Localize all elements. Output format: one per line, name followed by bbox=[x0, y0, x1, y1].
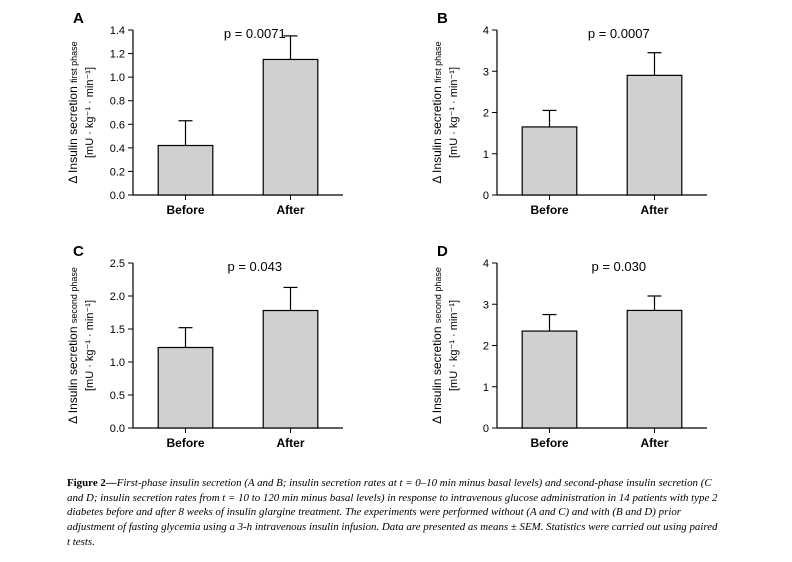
svg-text:Δ Insulin secretion second pha: Δ Insulin secretion second phase bbox=[66, 267, 80, 424]
chart-b: 0 1 2 3 4 Before After p = 0.0007 Δ Insulin secr… bbox=[419, 10, 719, 225]
figure-caption: Figure 2—First-phase insulin secretion (… bbox=[55, 476, 735, 550]
svg-text:2: 2 bbox=[483, 341, 489, 353]
svg-text:After: After bbox=[276, 203, 304, 217]
svg-text:After: After bbox=[276, 436, 304, 450]
svg-text:After: After bbox=[640, 203, 668, 217]
svg-text:p = 0.0071: p = 0.0071 bbox=[224, 26, 286, 41]
svg-text:2.0: 2.0 bbox=[110, 291, 125, 303]
svg-text:1.0: 1.0 bbox=[110, 72, 125, 84]
svg-text:1: 1 bbox=[483, 382, 489, 394]
svg-text:p = 0.0007: p = 0.0007 bbox=[588, 26, 650, 41]
svg-text:4: 4 bbox=[483, 25, 489, 37]
svg-text:[mU · kg⁻¹ · min⁻¹]: [mU · kg⁻¹ · min⁻¹] bbox=[448, 67, 460, 158]
svg-text:[mU · kg⁻¹ · min⁻¹]: [mU · kg⁻¹ · min⁻¹] bbox=[84, 67, 96, 158]
svg-text:3: 3 bbox=[483, 66, 489, 78]
chart-c: 0.0 0.5 1.0 1.5 2.0 2.5 Before After p = 0.043 Δ … bbox=[55, 243, 355, 458]
svg-text:3: 3 bbox=[483, 299, 489, 311]
svg-text:Before: Before bbox=[166, 436, 204, 450]
svg-text:Before: Before bbox=[530, 436, 568, 450]
svg-text:1.2: 1.2 bbox=[110, 49, 125, 61]
svg-text:Before: Before bbox=[166, 203, 204, 217]
svg-text:[mU · kg⁻¹ · min⁻¹]: [mU · kg⁻¹ · min⁻¹] bbox=[448, 300, 460, 391]
svg-text:2.5: 2.5 bbox=[110, 258, 125, 270]
svg-text:1.4: 1.4 bbox=[110, 25, 125, 37]
chart-a: 0.0 0.2 0.4 0.6 0.8 1.0 1.2 1.4 Before After p = 0… bbox=[55, 10, 355, 225]
svg-text:0.4: 0.4 bbox=[110, 143, 125, 155]
svg-text:0: 0 bbox=[483, 190, 489, 202]
svg-text:0.0: 0.0 bbox=[110, 190, 125, 202]
figure-2-container: A 0.00.20.40.60.81.01.21.4BeforeAfterp =… bbox=[55, 10, 735, 550]
panel-b: B 01234BeforeAfterp = 0.0007Δ Insulin se… bbox=[419, 10, 735, 225]
panels-grid: A 0.00.20.40.60.81.01.21.4BeforeAfterp =… bbox=[55, 10, 735, 458]
svg-text:1: 1 bbox=[483, 149, 489, 161]
svg-text:Before: Before bbox=[530, 203, 568, 217]
svg-text:2: 2 bbox=[483, 108, 489, 120]
panel-c: C 0.00.51.01.52.02.5BeforeAfterp = 0.043… bbox=[55, 243, 371, 458]
svg-text:1.0: 1.0 bbox=[110, 357, 125, 369]
caption-text: First-phase insulin secretion (A and B; … bbox=[67, 477, 718, 548]
svg-text:4: 4 bbox=[483, 258, 489, 270]
caption-lead: Figure 2— bbox=[67, 477, 117, 489]
svg-text:0: 0 bbox=[483, 423, 489, 435]
svg-text:Δ Insulin secretion first phas: Δ Insulin secretion first phase bbox=[430, 41, 444, 183]
svg-text:1.5: 1.5 bbox=[110, 324, 125, 336]
svg-text:0.8: 0.8 bbox=[110, 96, 125, 108]
svg-text:Δ Insulin secretion first phas: Δ Insulin secretion first phase bbox=[66, 41, 80, 183]
svg-text:0.2: 0.2 bbox=[110, 166, 125, 178]
panel-d: D 01234BeforeAfterp = 0.030Δ Insulin sec… bbox=[419, 243, 735, 458]
panel-a: A 0.00.20.40.60.81.01.21.4BeforeAfterp =… bbox=[55, 10, 371, 225]
svg-text:0.0: 0.0 bbox=[110, 423, 125, 435]
svg-text:Δ Insulin secretion second pha: Δ Insulin secretion second phase bbox=[430, 267, 444, 424]
svg-text:[mU · kg⁻¹ · min⁻¹]: [mU · kg⁻¹ · min⁻¹] bbox=[84, 300, 96, 391]
svg-text:0.6: 0.6 bbox=[110, 119, 125, 131]
svg-text:After: After bbox=[640, 436, 668, 450]
svg-text:0.5: 0.5 bbox=[110, 390, 125, 402]
chart-d: 0 1 2 3 4 Before After p = 0.030 Δ Insulin secre… bbox=[419, 243, 719, 458]
svg-text:p = 0.030: p = 0.030 bbox=[592, 259, 647, 274]
svg-text:p = 0.043: p = 0.043 bbox=[228, 259, 283, 274]
